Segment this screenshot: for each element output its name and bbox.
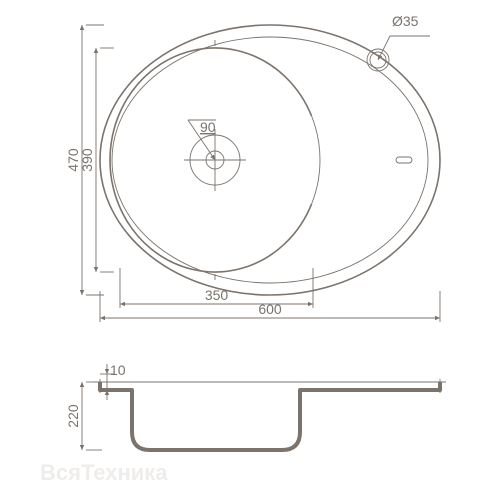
svg-text:350: 350: [205, 287, 229, 303]
svg-text:390: 390: [79, 148, 95, 172]
svg-text:220: 220: [65, 404, 81, 428]
svg-text:ВсяТехника: ВсяТехника: [40, 460, 168, 485]
svg-text:600: 600: [258, 301, 282, 317]
svg-text:10: 10: [110, 362, 126, 378]
svg-text:90: 90: [200, 119, 216, 135]
svg-text:Ø35: Ø35: [392, 13, 419, 29]
